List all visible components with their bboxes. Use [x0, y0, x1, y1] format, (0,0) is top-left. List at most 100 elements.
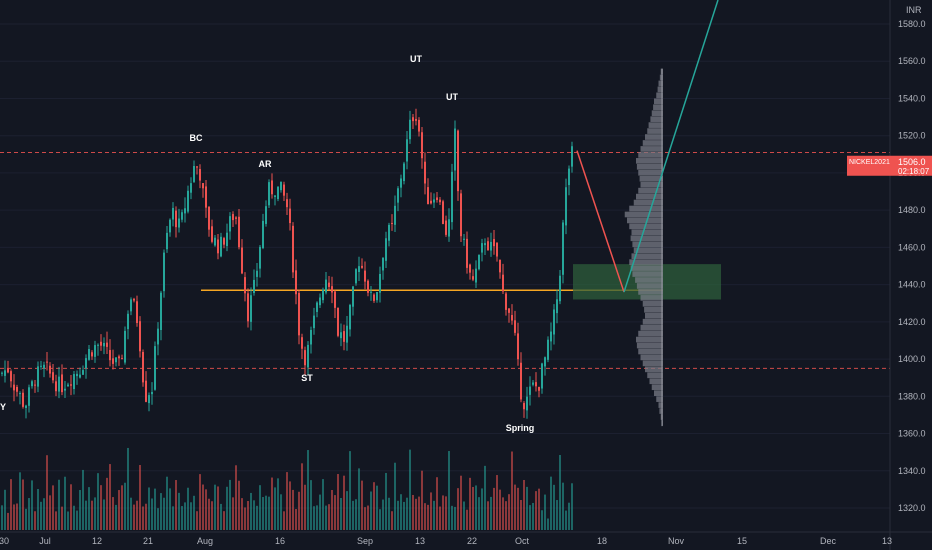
- candle-body: [31, 381, 33, 387]
- candle-body: [562, 222, 564, 275]
- candle-body: [28, 387, 30, 406]
- volume-bar: [163, 497, 165, 530]
- volume-bar: [193, 495, 195, 530]
- volume-bar: [394, 462, 396, 530]
- candle-body: [472, 276, 474, 280]
- profile-bar: [656, 396, 663, 402]
- time-axis[interactable]: 30 Jul 12 21 Aug 16 Sep 13 22 Oct 18 Nov 15 Dec 13: [0, 531, 932, 546]
- candle-body: [496, 242, 498, 257]
- candle-body: [193, 165, 195, 182]
- volume-bar: [52, 485, 54, 530]
- volume-bar: [28, 498, 30, 530]
- candle-body: [130, 299, 132, 312]
- volume-bar: [553, 484, 555, 530]
- candle-body: [298, 292, 300, 336]
- candle-body: [1, 372, 3, 374]
- profile-bar: [639, 175, 663, 182]
- candle-body: [157, 328, 159, 345]
- volume-bar: [268, 496, 270, 530]
- profile-bar: [633, 199, 663, 206]
- candle-body: [307, 344, 309, 368]
- candle-body: [124, 330, 126, 363]
- volume-bar: [148, 487, 150, 530]
- candle-body: [76, 373, 78, 377]
- candle-body: [295, 270, 297, 295]
- volume-bar: [472, 486, 474, 530]
- candle-body: [241, 247, 243, 274]
- volume-bar: [13, 504, 15, 530]
- candle-body: [64, 388, 66, 391]
- volume-bar: [448, 451, 450, 530]
- volume-bar: [481, 488, 483, 530]
- candle-body: [568, 168, 570, 186]
- candle-body: [397, 188, 399, 203]
- projection-lines: [576, 0, 719, 293]
- candle-body: [343, 331, 345, 342]
- volume-bar: [418, 496, 420, 530]
- candle-body: [358, 266, 360, 272]
- volume-bar: [427, 504, 429, 530]
- volume-bar: [7, 512, 9, 530]
- time-tick-label: Dec: [820, 536, 837, 546]
- candle-body: [4, 370, 6, 376]
- profile-bar: [647, 128, 663, 134]
- profile-bar: [642, 360, 663, 367]
- candle-body: [7, 368, 9, 373]
- candle-body: [505, 293, 507, 310]
- volume-bar: [328, 504, 330, 530]
- volume-bar: [535, 491, 537, 530]
- wyckoff-annotation: UT: [410, 54, 422, 64]
- volume-bar: [79, 490, 81, 530]
- volume-bar: [202, 484, 204, 530]
- volume-bar: [406, 497, 408, 530]
- candle-body: [364, 270, 366, 282]
- profile-bar: [645, 312, 663, 319]
- candle-body: [178, 218, 180, 228]
- profile-bar: [636, 163, 663, 170]
- profile-bar: [654, 390, 663, 397]
- candle-body: [268, 182, 270, 206]
- candle-body: [346, 325, 348, 343]
- volume-bar: [382, 499, 384, 530]
- volume-bar: [82, 469, 84, 530]
- volume-bar: [280, 494, 282, 530]
- candle-body: [271, 180, 273, 195]
- candle-body: [22, 392, 24, 407]
- volume-bars: [1, 447, 573, 530]
- candle-body: [16, 386, 18, 392]
- time-tick-label: Aug: [197, 536, 213, 546]
- candle-body: [61, 374, 63, 393]
- candle-body: [109, 350, 111, 361]
- volume-bar: [190, 502, 192, 530]
- volume-bar: [256, 505, 258, 530]
- annotations: Y BC AR ST UT UT Spring: [0, 54, 534, 433]
- candle-body: [280, 181, 282, 191]
- candle-body: [502, 274, 504, 292]
- volume-bar: [538, 488, 540, 530]
- volume-bar: [445, 496, 447, 530]
- candle-body: [184, 208, 186, 214]
- candle-body: [55, 381, 57, 392]
- profile-bar: [630, 235, 663, 242]
- volume-bar: [175, 480, 177, 530]
- time-tick-label: 22: [467, 536, 477, 546]
- candle-body: [112, 358, 114, 364]
- volume-bar: [112, 497, 114, 530]
- profile-bar: [647, 372, 663, 379]
- candle-body: [388, 224, 390, 241]
- volume-bar: [490, 496, 492, 530]
- volume-profile: [624, 68, 663, 427]
- profile-bar: [636, 193, 663, 200]
- profile-bar: [657, 86, 663, 93]
- volume-bar: [409, 449, 411, 530]
- volume-bar: [25, 508, 27, 530]
- profile-bar: [658, 80, 663, 87]
- profile-bar: [658, 402, 663, 408]
- profile-bar: [650, 116, 663, 122]
- candle-body: [166, 232, 168, 250]
- price-tick-label: 1340.0: [898, 466, 926, 476]
- candle-body: [163, 252, 165, 292]
- candle-body: [97, 344, 99, 346]
- candle-body: [406, 139, 408, 162]
